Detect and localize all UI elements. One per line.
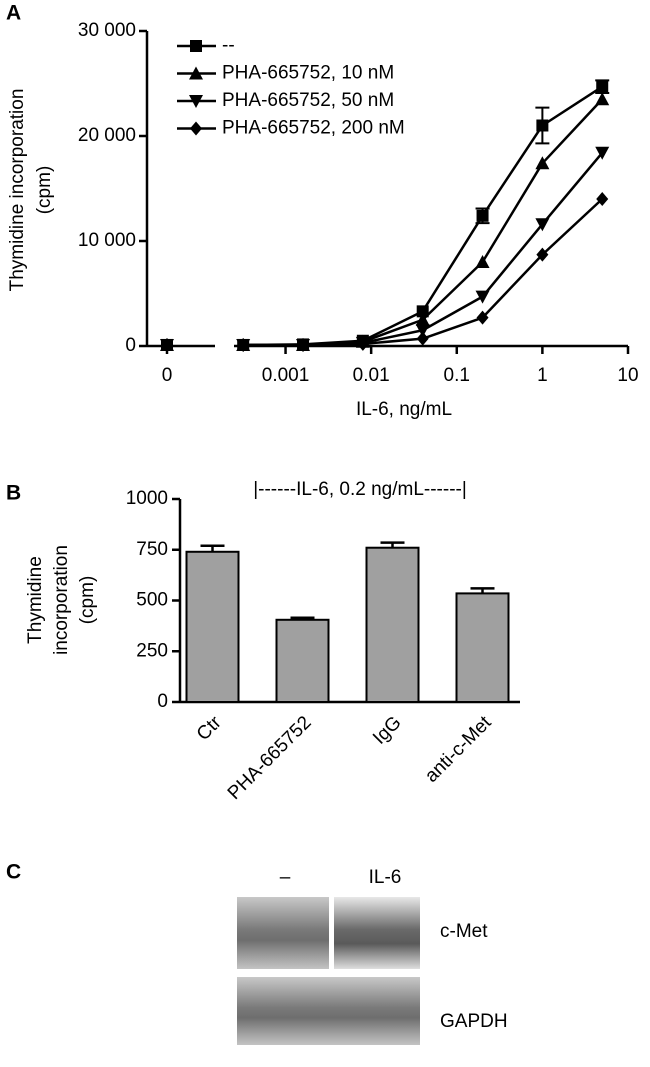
marker xyxy=(595,92,610,106)
y-axis-label: (cpm) xyxy=(77,576,98,625)
legend-marker xyxy=(190,121,202,136)
series-line xyxy=(481,162,544,263)
series-line xyxy=(541,98,604,165)
marker xyxy=(297,337,310,352)
x-tick-label: 0.001 xyxy=(262,365,310,386)
bar xyxy=(275,618,330,703)
blot-lane xyxy=(237,977,420,1045)
x-tick-label: 10 xyxy=(617,365,638,386)
bar xyxy=(185,550,240,704)
marker xyxy=(237,337,250,352)
y-tick-label: 500 xyxy=(136,590,168,611)
series-line xyxy=(481,223,544,298)
error-bar xyxy=(380,541,405,548)
series-line xyxy=(362,318,424,343)
annotation: |------IL-6, 0.2 ng/mL------| xyxy=(253,479,467,500)
band-label: c-Met xyxy=(440,921,488,942)
series-line xyxy=(421,261,484,321)
series-line xyxy=(541,198,604,256)
marker xyxy=(536,119,549,132)
panel-label: B xyxy=(6,482,21,505)
y-tick-label: 20 000 xyxy=(78,125,136,146)
series-line xyxy=(362,310,424,342)
marker xyxy=(416,305,429,318)
series-line xyxy=(541,85,603,127)
x-tick-label: 0.01 xyxy=(353,365,390,386)
marker xyxy=(535,156,550,170)
y-tick-label: 0 xyxy=(157,691,168,712)
series-line xyxy=(362,329,423,345)
panel-label: C xyxy=(6,861,21,884)
error-bar xyxy=(200,544,225,552)
marker xyxy=(415,324,430,338)
blot-lane xyxy=(334,897,420,969)
x-tick-label: IgG xyxy=(369,712,406,749)
y-tick-label: 10 000 xyxy=(78,230,136,251)
series-line xyxy=(481,124,544,217)
x-tick-label: Ctr xyxy=(193,712,226,745)
y-tick-label: 1000 xyxy=(126,488,168,509)
marker xyxy=(596,192,609,206)
band-label: GAPDH xyxy=(440,1011,508,1032)
marker xyxy=(536,247,549,262)
y-tick-label: 750 xyxy=(136,539,168,560)
marker xyxy=(476,310,489,325)
marker xyxy=(415,312,430,326)
marker xyxy=(161,337,173,352)
lane-label: – xyxy=(280,867,291,888)
marker xyxy=(535,218,550,232)
legend-label: PHA-665752, 50 nM xyxy=(222,90,394,111)
series-line xyxy=(302,342,363,347)
series-line xyxy=(422,316,483,340)
legend-marker xyxy=(189,95,203,108)
y-tick-label: 30 000 xyxy=(78,20,136,41)
error-bar xyxy=(470,587,495,594)
y-axis-label: incorporation xyxy=(51,545,72,655)
x-tick-label: anti-c-Met xyxy=(421,712,496,787)
legend-label: PHA-665752, 200 nM xyxy=(222,118,405,139)
series-line xyxy=(481,253,544,319)
y-tick-label: 250 xyxy=(136,640,168,661)
y-axis-label: (cpm) xyxy=(34,166,55,215)
panel-label: A xyxy=(6,2,21,25)
series-line xyxy=(541,151,604,226)
x-axis-label: IL-6, ng/mL xyxy=(356,399,452,420)
legend-marker xyxy=(189,66,203,80)
marker xyxy=(595,146,610,160)
error-bar xyxy=(290,616,315,620)
marker xyxy=(476,209,489,222)
series-line xyxy=(362,337,423,346)
x-tick-label: 0 xyxy=(162,365,173,386)
legend-marker xyxy=(190,40,202,52)
marker xyxy=(475,255,490,268)
y-tick-label: 0 xyxy=(125,335,136,356)
bar xyxy=(365,546,420,703)
blot-lane xyxy=(237,897,329,969)
marker xyxy=(416,331,429,346)
series-line xyxy=(422,295,484,332)
y-axis-label: Thymidine xyxy=(25,556,46,644)
marker xyxy=(596,80,609,93)
marker xyxy=(475,290,490,304)
x-tick-label: PHA-665752 xyxy=(224,712,316,804)
marker xyxy=(356,336,369,351)
lane-label: IL-6 xyxy=(369,867,402,888)
legend-label: PHA-665752, 10 nM xyxy=(222,63,394,84)
series-line xyxy=(421,215,484,313)
x-tick-label: 1 xyxy=(537,365,548,386)
x-tick-label: 0.1 xyxy=(444,365,470,386)
y-axis-label: Thymidine incorporation xyxy=(7,89,28,292)
bar xyxy=(455,592,510,704)
legend-label: -- xyxy=(222,35,235,56)
